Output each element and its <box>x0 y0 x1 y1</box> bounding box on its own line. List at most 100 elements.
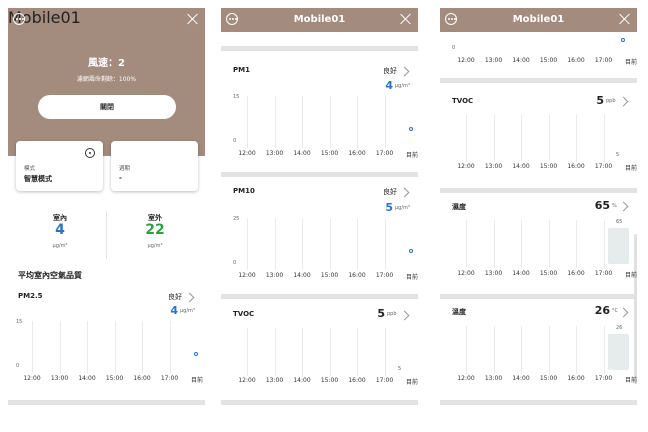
grid-line <box>274 218 276 270</box>
temperature-current-label: 26 <box>616 325 623 331</box>
current-dot <box>621 38 625 42</box>
temperature-value: 26 <box>594 304 610 317</box>
grid-line <box>169 321 171 373</box>
pm25-unit: μg/m³ <box>180 308 195 314</box>
title-bar: Mobile01 <box>440 8 637 32</box>
mode-card[interactable]: 模式 智慧模式 <box>16 141 103 191</box>
pm1-name: PM1 <box>233 66 250 74</box>
section-separator <box>221 294 418 299</box>
current-value-dot <box>409 249 413 253</box>
grid-line <box>493 220 495 268</box>
timer-value: - <box>119 174 122 182</box>
close-icon[interactable] <box>619 13 631 25</box>
filter-life: 濾網壽命剩餘：100% <box>76 76 137 83</box>
humidity-name: 濕度 <box>452 203 466 211</box>
grid-line <box>247 96 248 148</box>
grid-line <box>521 326 522 374</box>
time-label: 17:00 <box>160 375 179 382</box>
time-label: 17:00 <box>375 377 394 384</box>
current-value-dot <box>409 127 413 131</box>
pm1-ymin: 0 <box>233 138 237 144</box>
tvoc-value: 5 <box>377 307 385 320</box>
scrollbar[interactable] <box>634 234 637 384</box>
tvoc-name: TVOC <box>452 97 474 105</box>
grid-line <box>357 218 358 270</box>
time-label: 14:00 <box>293 272 311 279</box>
time-label: 目前 <box>624 165 637 172</box>
grid-line <box>247 218 248 270</box>
window-title: Mobile01 <box>512 14 565 25</box>
time-label: 14:00 <box>512 375 530 382</box>
grid-line <box>548 220 550 268</box>
grid-line <box>302 218 303 270</box>
close-icon[interactable] <box>187 13 199 25</box>
section-separator <box>440 294 637 299</box>
tvoc-value: 5 <box>596 94 604 107</box>
time-label: 13:00 <box>484 375 503 382</box>
time-label: 目前 <box>405 152 418 159</box>
pm10-unit: μg/m³ <box>395 205 410 211</box>
humidity-value: 65 <box>594 199 610 212</box>
chevron-right-icon[interactable] <box>399 187 410 198</box>
time-label: 17:00 <box>375 272 394 279</box>
time-label: 14:00 <box>512 163 530 170</box>
close-icon[interactable] <box>400 13 412 25</box>
time-label: 13:00 <box>484 163 503 170</box>
time-label: 13:00 <box>484 270 503 277</box>
chevron-right-icon[interactable] <box>399 310 410 321</box>
time-label: 15:00 <box>539 163 558 170</box>
pm25-name: PM2.5 <box>18 292 43 300</box>
wind-speed: 風速：2 <box>88 58 125 69</box>
timer-card[interactable]: 週期 - <box>111 141 198 191</box>
pm25-ymin: 0 <box>16 363 20 369</box>
grid-line <box>493 326 495 374</box>
chevron-right-icon[interactable] <box>184 292 195 303</box>
panel-pm: Mobile01 PM1 良好 4 μg/m³ 15 0 PM10 良好 5 μ… <box>221 8 418 406</box>
more-icon[interactable] <box>445 13 457 25</box>
pm1-ymax: 15 <box>233 94 240 100</box>
time-label: 12:00 <box>238 377 256 384</box>
tvoc-unit: ppb <box>387 311 397 317</box>
grid-line <box>329 96 331 148</box>
chevron-right-icon[interactable] <box>618 307 629 318</box>
grid-line <box>521 114 522 162</box>
time-label: 15:00 <box>320 150 339 157</box>
grid-line <box>603 220 605 268</box>
fan-icon <box>85 148 95 158</box>
time-label: 12:00 <box>457 163 475 170</box>
pm25-value: 4 <box>170 304 178 317</box>
grid-line <box>576 326 577 374</box>
grid-line <box>247 328 248 376</box>
time-label: 15:00 <box>320 272 339 279</box>
grid-line <box>59 321 61 373</box>
time-label: 14:00 <box>512 57 530 64</box>
time-label: 14:00 <box>293 377 311 384</box>
more-icon[interactable] <box>226 13 238 25</box>
section-separator <box>8 400 205 405</box>
humidity-unit: % <box>612 203 617 209</box>
grid-line <box>384 328 386 376</box>
pm10-status: 良好 <box>383 188 397 196</box>
tvoc-name: TVOC <box>233 310 255 318</box>
time-label: 目前 <box>190 377 203 384</box>
time-label: 16:00 <box>348 150 366 157</box>
time-label: 12:00 <box>457 57 475 64</box>
chevron-right-icon[interactable] <box>618 201 629 212</box>
temperature-unit: °C <box>612 308 618 314</box>
time-label: 目前 <box>405 379 418 386</box>
grid-line <box>357 96 358 148</box>
time-label: 目前 <box>624 272 637 279</box>
chevron-right-icon[interactable] <box>399 66 410 77</box>
grid-line <box>87 321 88 373</box>
more-icon[interactable] <box>13 13 25 25</box>
time-label: 12:00 <box>457 375 475 382</box>
time-label: 14:00 <box>293 150 311 157</box>
grid-line <box>521 220 522 268</box>
grid-line <box>329 218 331 270</box>
time-label: 15:00 <box>539 57 558 64</box>
time-label: 17:00 <box>594 375 613 382</box>
power-off-button[interactable]: 關閉 <box>38 95 176 119</box>
pm25-status: 良好 <box>168 293 182 301</box>
chevron-right-icon[interactable] <box>618 96 629 107</box>
grid-line <box>274 96 276 148</box>
